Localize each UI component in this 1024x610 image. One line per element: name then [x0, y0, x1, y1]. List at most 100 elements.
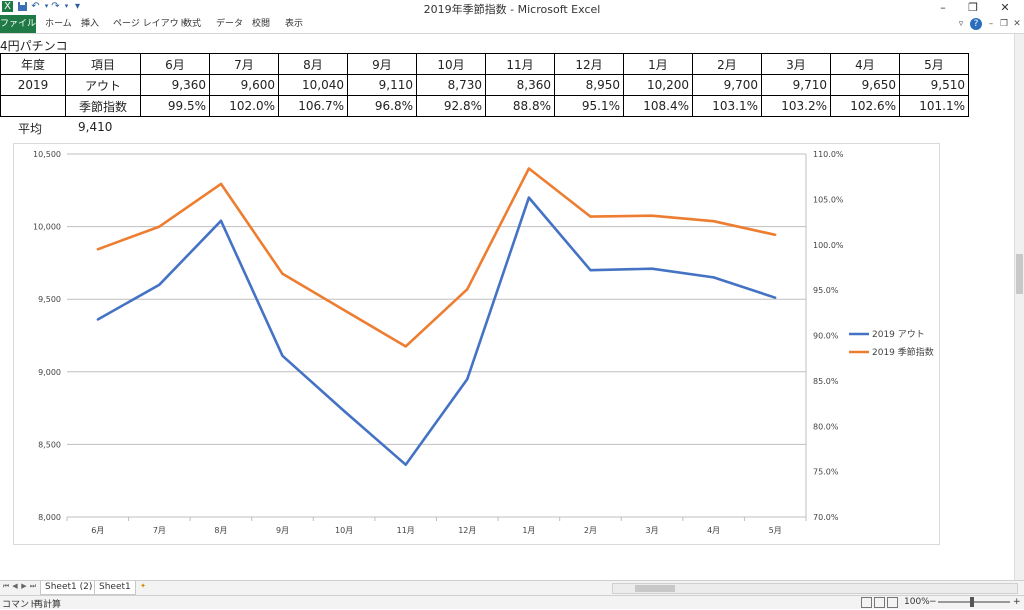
table-cell[interactable]: 9,360 — [140, 74, 210, 96]
table-cell[interactable]: 103.1% — [692, 95, 762, 117]
table-header-cell[interactable]: 5月 — [899, 53, 969, 75]
table-cell[interactable]: 9,510 — [899, 74, 969, 96]
table-cell[interactable]: 9,710 — [761, 74, 831, 96]
page-break-view-icon[interactable] — [887, 597, 898, 608]
table-cell[interactable]: 95.1% — [554, 95, 624, 117]
undo-icon[interactable]: ↶ — [31, 1, 40, 12]
table-header-cell[interactable]: 8月 — [278, 53, 348, 75]
ribbon-tab-bar: ファイル ホーム 挿入 ページ レイアウト 数式 データ 校閲 表示 ▿ ? –… — [0, 15, 1024, 34]
table-cell[interactable]: 108.4% — [623, 95, 693, 117]
horizontal-scrollbar[interactable] — [612, 583, 1018, 594]
table-cell[interactable]: 9,700 — [692, 74, 762, 96]
table-header-cell[interactable]: 4月 — [830, 53, 900, 75]
title-bar: X ↶ ▾ ↷ ▾ ▾ 2019年季節指数 - Microsoft Excel … — [0, 0, 1024, 16]
table-cell[interactable]: 10,040 — [278, 74, 348, 96]
table-header-cell[interactable]: 年度 — [0, 53, 66, 75]
table-header-cell[interactable]: 項目 — [65, 53, 141, 75]
table-cell[interactable]: 102.6% — [830, 95, 900, 117]
workbook-minimize-icon[interactable]: – — [988, 19, 994, 29]
prev-sheet-icon[interactable]: ◀ — [12, 582, 18, 590]
sheet-tab-sheet1-2[interactable]: Sheet1 (2) — [40, 581, 98, 595]
table-header-cell[interactable]: 1月 — [623, 53, 693, 75]
table-cell[interactable]: 9,600 — [209, 74, 279, 96]
tab-data[interactable]: データ — [216, 19, 244, 29]
customize-qat-icon[interactable]: ▾ — [74, 1, 81, 12]
close-button[interactable]: ✕ — [1000, 1, 1010, 14]
tab-review[interactable]: 校閲 — [252, 19, 271, 29]
workbook-close-icon[interactable]: ✕ — [1013, 19, 1021, 29]
table-cell[interactable]: 103.2% — [761, 95, 831, 117]
line-chart[interactable]: 8,000 8,500 9,000 9,500 10,000 10,500 70.0% 75.… — [13, 143, 940, 545]
vertical-scroll-thumb[interactable] — [1016, 254, 1023, 294]
last-sheet-icon[interactable]: ⏭ — [29, 582, 37, 590]
x-tick-label: 2月 — [584, 526, 597, 535]
save-icon[interactable] — [17, 1, 28, 12]
vertical-scrollbar[interactable] — [1014, 34, 1024, 580]
page-layout-view-icon[interactable] — [874, 597, 885, 608]
help-icon[interactable]: ? — [970, 18, 982, 30]
table-cell[interactable]: 9,110 — [347, 74, 417, 96]
table-cell[interactable]: 96.8% — [347, 95, 417, 117]
table-cell[interactable]: 10,200 — [623, 74, 693, 96]
table-cell[interactable]: 9,650 — [830, 74, 900, 96]
average-label[interactable]: 平均 — [18, 122, 43, 136]
table-header-cell[interactable]: 7月 — [209, 53, 279, 75]
tab-insert[interactable]: 挿入 — [81, 19, 100, 29]
worksheet-area[interactable]: 4円パチンコ 年度 項目 6月 7月 8月 9月 10月 11月 12月 1月 … — [0, 34, 1014, 580]
data-point — [342, 308, 346, 312]
data-point — [281, 272, 284, 275]
table-cell[interactable]: 8,360 — [485, 74, 555, 96]
horizontal-scroll-thumb[interactable] — [635, 585, 675, 592]
next-sheet-icon[interactable]: ▶ — [21, 582, 27, 590]
tab-home[interactable]: ホーム — [45, 19, 72, 29]
table-cell[interactable]: 8,730 — [416, 74, 486, 96]
table-cell[interactable]: 92.8% — [416, 95, 486, 117]
data-point — [219, 219, 223, 222]
table-header-cell[interactable]: 6月 — [140, 53, 210, 75]
sheet-tab-bar: ⏮ ◀ ▶ ⏭ Sheet1 (2) Sheet1 ✦ — [0, 580, 1024, 595]
chart-canvas: 8,000 8,500 9,000 9,500 10,000 10,500 70.0% 75.… — [33, 150, 934, 535]
undo-dropdown-icon[interactable]: ▾ — [44, 2, 49, 10]
sheet-title-cell[interactable]: 4円パチンコ — [0, 39, 68, 53]
table-cell[interactable]: 8,950 — [554, 74, 624, 96]
redo-icon[interactable]: ↷ — [51, 1, 60, 12]
insert-sheet-icon[interactable]: ✦ — [140, 582, 146, 590]
workbook-restore-icon[interactable]: ❐ — [999, 19, 1009, 29]
tab-page-layout[interactable]: ページ レイアウト — [113, 19, 188, 29]
zoom-out-icon[interactable]: − — [929, 597, 937, 607]
minimize-button[interactable]: – — [940, 1, 946, 14]
table-cell[interactable]: アウト — [65, 74, 141, 96]
tab-file[interactable]: ファイル — [0, 15, 36, 33]
x-tick-label: 1月 — [522, 526, 535, 535]
table-header-cell[interactable]: 11月 — [485, 53, 555, 75]
table-header-cell[interactable]: 10月 — [416, 53, 486, 75]
table-cell[interactable] — [0, 95, 66, 117]
table-cell[interactable]: 101.1% — [899, 95, 969, 117]
average-value[interactable]: 9,410 — [78, 120, 113, 134]
zoom-level[interactable]: 100% — [904, 597, 930, 607]
table-header-cell[interactable]: 12月 — [554, 53, 624, 75]
table-cell[interactable]: 2019 — [0, 74, 66, 96]
minimize-ribbon-icon[interactable]: ▿ — [958, 19, 964, 29]
normal-view-icon[interactable] — [861, 597, 872, 608]
table-header-row: 年度 項目 6月 7月 8月 9月 10月 11月 12月 1月 2月 3月 4… — [0, 53, 969, 75]
redo-dropdown-icon[interactable]: ▾ — [64, 2, 69, 10]
table-header-cell[interactable]: 3月 — [761, 53, 831, 75]
table-cell[interactable]: 106.7% — [278, 95, 348, 117]
zoom-slider[interactable] — [938, 601, 1010, 603]
table-cell[interactable]: 88.8% — [485, 95, 555, 117]
table-cell[interactable]: 季節指数 — [65, 95, 141, 117]
zoom-slider-knob[interactable] — [970, 597, 974, 607]
table-header-cell[interactable]: 9月 — [347, 53, 417, 75]
restore-button[interactable]: ❐ — [968, 1, 978, 14]
table-cell[interactable]: 99.5% — [140, 95, 210, 117]
table-header-cell[interactable]: 2月 — [692, 53, 762, 75]
sheet-tab-sheet1[interactable]: Sheet1 — [94, 581, 136, 595]
data-point — [527, 196, 531, 199]
zoom-in-icon[interactable]: + — [1013, 597, 1021, 607]
data-point — [281, 354, 284, 358]
tab-view[interactable]: 表示 — [285, 19, 304, 29]
tab-formulas[interactable]: 数式 — [183, 19, 202, 29]
first-sheet-icon[interactable]: ⏮ — [2, 582, 10, 590]
table-cell[interactable]: 102.0% — [209, 95, 279, 117]
